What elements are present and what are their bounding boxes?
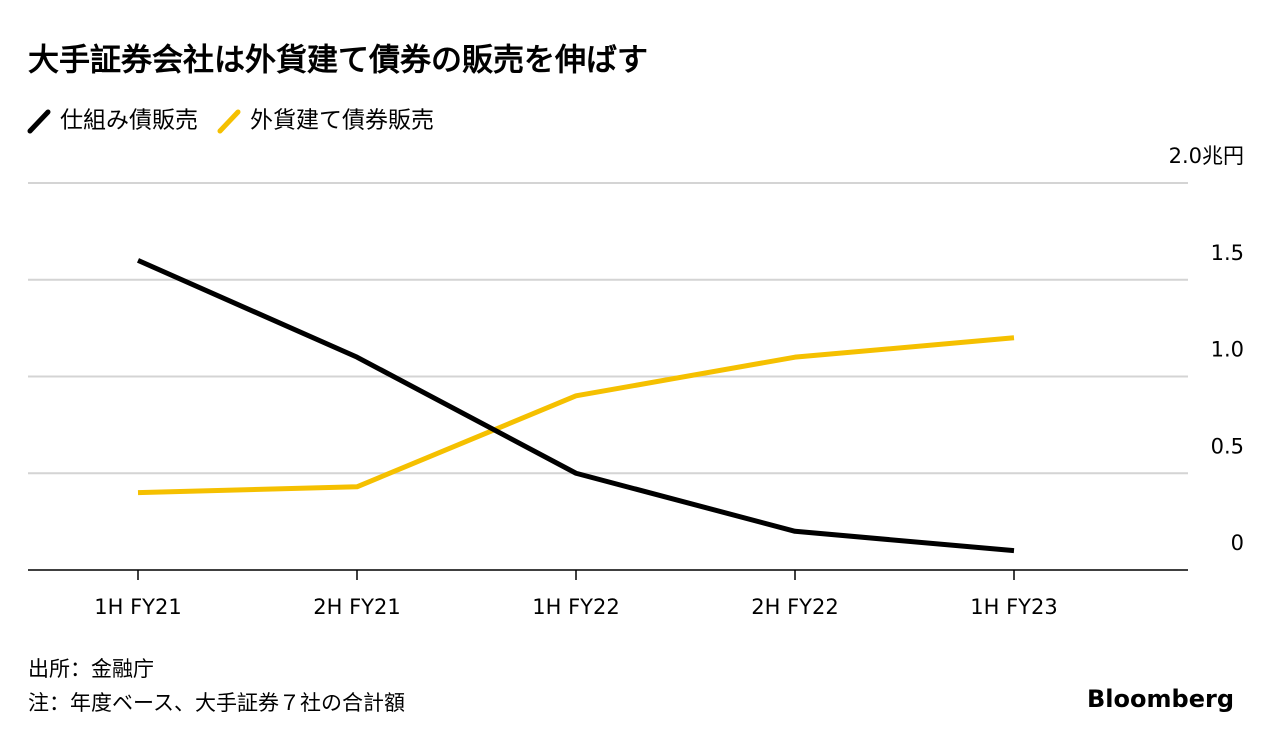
legend-label: 仕組み債販売 [60,108,198,134]
legend-swatch [27,109,51,134]
y-tick-label: 1.0 [1211,338,1244,362]
note: 注：年度ベース、大手証券７社の合計額 [28,691,405,715]
y-tick-label: 0.5 [1211,434,1244,458]
source: 出所：金融庁 [28,657,154,681]
y-tick-label: 2.0兆円 [1169,144,1244,168]
legend-swatch [217,109,241,134]
x-tick-label: 1H FY21 [94,595,181,619]
x-tick-label: 2H FY21 [313,595,400,619]
chart-title: 大手証券会社は外貨建て債券の販売を伸ばす [28,43,648,79]
x-tick-label: 1H FY22 [532,595,619,619]
x-tick-label: 2H FY22 [751,595,838,619]
legend: 仕組み債販売 外貨建て債券販売 [27,108,434,134]
x-tick-label: 1H FY23 [970,595,1057,619]
line-series [137,335,1015,496]
y-tick-label: 0 [1231,531,1244,555]
brand: Bloomberg [1087,685,1234,713]
legend-label: 外貨建て債券販売 [250,108,434,134]
y-tick-label: 1.5 [1211,241,1244,265]
line-series [136,258,1015,554]
